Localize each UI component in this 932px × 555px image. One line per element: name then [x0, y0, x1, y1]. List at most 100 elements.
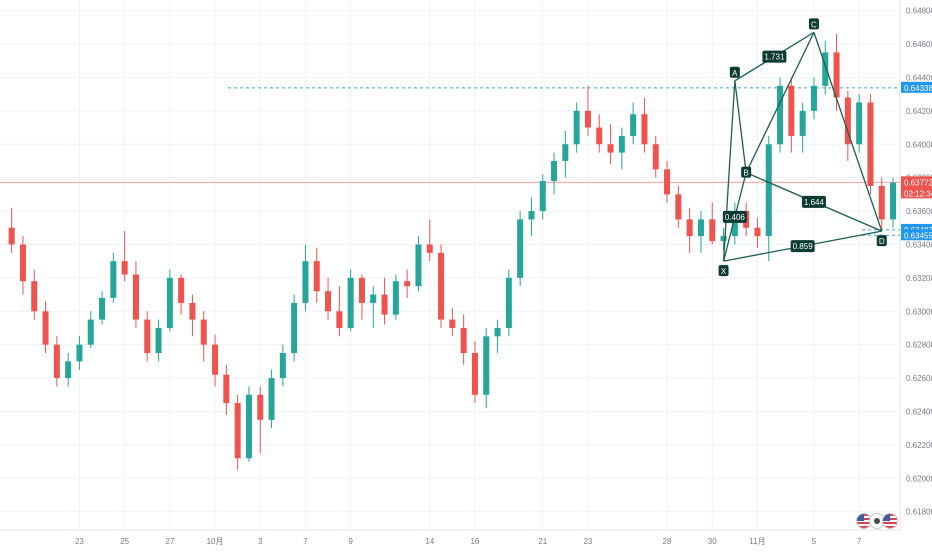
candle-body[interactable] [404, 281, 411, 287]
pattern-leg-BC[interactable] [745, 32, 815, 173]
candle-body[interactable] [8, 227, 15, 245]
candle-body[interactable] [257, 394, 264, 420]
candle-body[interactable] [596, 127, 603, 145]
candle-body[interactable] [31, 281, 38, 312]
candle-body[interactable] [19, 244, 26, 282]
candle-body[interactable] [415, 244, 422, 287]
candle-body[interactable] [99, 297, 106, 320]
candle-body[interactable] [189, 302, 196, 320]
pattern-point-D: D [879, 237, 885, 246]
candle-body[interactable] [878, 186, 885, 220]
price-label: 0.63772 [904, 178, 932, 187]
candle-body[interactable] [517, 219, 524, 278]
candle-body[interactable] [53, 344, 60, 379]
pattern-leg-CD[interactable] [813, 32, 883, 232]
candle-body[interactable] [325, 291, 332, 312]
candle-body[interactable] [483, 336, 490, 395]
candle-body[interactable] [731, 211, 738, 237]
candle-body[interactable] [121, 261, 128, 275]
candle-body[interactable] [234, 403, 241, 459]
candle-body[interactable] [810, 85, 817, 111]
candle-body[interactable] [426, 244, 433, 253]
candle-body[interactable] [460, 327, 467, 354]
candle-body[interactable] [641, 114, 648, 145]
candle-body[interactable] [370, 294, 377, 303]
candle-body[interactable] [449, 319, 456, 328]
candle-body[interactable] [664, 169, 671, 195]
candle-body[interactable] [166, 277, 173, 328]
pattern-point-X: X [721, 267, 727, 276]
candle-body[interactable] [618, 135, 625, 153]
candle-body[interactable] [607, 144, 614, 153]
candle-body[interactable] [65, 361, 72, 379]
candle-body[interactable] [279, 353, 286, 379]
candle-body[interactable] [856, 102, 863, 145]
candle-body[interactable] [200, 319, 207, 345]
candle-body[interactable] [799, 110, 806, 136]
candle-body[interactable] [144, 319, 151, 354]
candle-body[interactable] [505, 277, 512, 328]
x-tick-label: 23 [75, 537, 84, 546]
candle-body[interactable] [76, 344, 83, 362]
candle-body[interactable] [178, 277, 185, 303]
candle-body[interactable] [562, 144, 569, 161]
x-tick-label: 16 [470, 537, 479, 546]
candle-body[interactable] [551, 160, 558, 181]
candle-body[interactable] [392, 281, 399, 315]
pattern-ratio-label: 1.644 [804, 198, 825, 207]
candle-body[interactable] [223, 374, 230, 404]
candle-body[interactable] [652, 144, 659, 170]
candle-body[interactable] [87, 319, 94, 345]
candle-body[interactable] [438, 252, 445, 320]
candle-body[interactable] [765, 144, 772, 237]
candle-body[interactable] [539, 181, 546, 212]
candle-body[interactable] [347, 277, 354, 328]
candle-body[interactable] [291, 302, 298, 354]
candle-body[interactable] [358, 277, 365, 303]
candle-body[interactable] [833, 52, 840, 98]
candle-body[interactable] [42, 311, 49, 345]
candle-body[interactable] [381, 294, 388, 315]
candle-body[interactable] [110, 261, 117, 298]
candle-body[interactable] [822, 52, 829, 86]
pattern-ratio-label: 0.859 [793, 242, 814, 251]
candle-body[interactable] [336, 311, 343, 328]
candle-body[interactable] [630, 114, 637, 136]
candle-body[interactable] [720, 236, 727, 242]
candle-body[interactable] [132, 274, 139, 320]
candle-body[interactable] [844, 97, 851, 145]
candle-body[interactable] [302, 261, 309, 303]
candle-body[interactable] [788, 85, 795, 136]
price-label: 0.63455 [904, 231, 932, 240]
pattern-ratio-label: 0.406 [725, 213, 746, 222]
candle-body[interactable] [675, 194, 682, 220]
candle-body[interactable] [697, 219, 704, 237]
candle-body[interactable] [212, 344, 219, 375]
pattern-point-B: B [743, 169, 748, 178]
candle-body[interactable] [573, 110, 580, 145]
countdown-label: 02:12:34 [904, 189, 932, 198]
pattern-leg-AB[interactable] [734, 80, 747, 173]
candle-body[interactable] [528, 211, 535, 220]
candle-body[interactable] [686, 219, 693, 237]
candle-body[interactable] [890, 182, 897, 220]
candle-body[interactable] [867, 102, 874, 187]
candle-body[interactable] [777, 85, 784, 145]
candle-body[interactable] [313, 261, 320, 292]
candle-body[interactable] [471, 353, 478, 395]
candle-body[interactable] [494, 327, 501, 337]
pattern-leg-XA[interactable] [722, 80, 736, 262]
candle-body[interactable] [754, 227, 761, 237]
candle-body[interactable] [245, 394, 252, 459]
candle-body[interactable] [155, 327, 162, 354]
candle-body[interactable] [709, 219, 716, 242]
candle-body[interactable] [268, 378, 275, 420]
candle-body[interactable] [584, 110, 591, 128]
